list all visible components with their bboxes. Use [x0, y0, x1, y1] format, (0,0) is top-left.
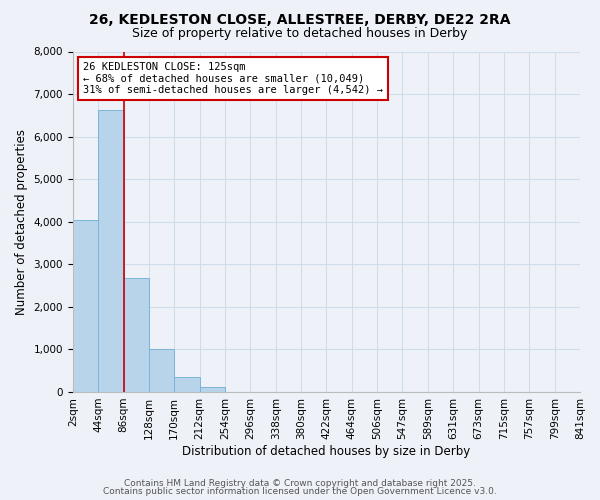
- Text: 26, KEDLESTON CLOSE, ALLESTREE, DERBY, DE22 2RA: 26, KEDLESTON CLOSE, ALLESTREE, DERBY, D…: [89, 12, 511, 26]
- Text: Contains HM Land Registry data © Crown copyright and database right 2025.: Contains HM Land Registry data © Crown c…: [124, 478, 476, 488]
- Text: Size of property relative to detached houses in Derby: Size of property relative to detached ho…: [133, 28, 467, 40]
- Bar: [98, 110, 124, 392]
- Bar: [200, 388, 225, 392]
- Bar: [149, 349, 174, 392]
- Text: 26 KEDLESTON CLOSE: 125sqm
← 68% of detached houses are smaller (10,049)
31% of : 26 KEDLESTON CLOSE: 125sqm ← 68% of deta…: [83, 62, 383, 95]
- Bar: [174, 378, 200, 392]
- Bar: [73, 220, 98, 392]
- Text: Contains public sector information licensed under the Open Government Licence v3: Contains public sector information licen…: [103, 487, 497, 496]
- Bar: [124, 278, 149, 392]
- Y-axis label: Number of detached properties: Number of detached properties: [15, 128, 28, 314]
- X-axis label: Distribution of detached houses by size in Derby: Distribution of detached houses by size …: [182, 444, 470, 458]
